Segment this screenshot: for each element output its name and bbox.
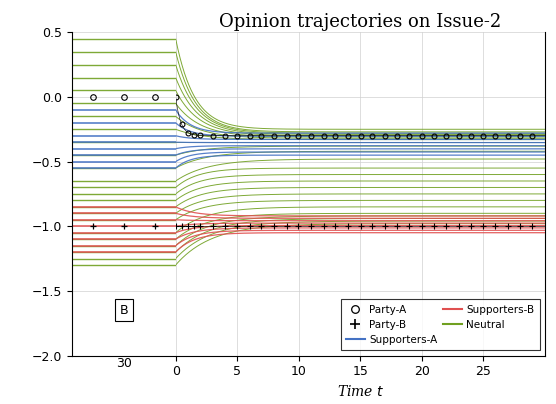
- Legend: Party-A, Party-B, Supporters-A, Supporters-B, Neutral: Party-A, Party-B, Supporters-A, Supporte…: [341, 299, 540, 350]
- Title: Opinion trajectories on Issue-2: Opinion trajectories on Issue-2: [219, 13, 502, 31]
- Text: B: B: [120, 304, 128, 317]
- X-axis label: 30: 30: [116, 357, 132, 370]
- X-axis label: Time $t$: Time $t$: [336, 384, 384, 399]
